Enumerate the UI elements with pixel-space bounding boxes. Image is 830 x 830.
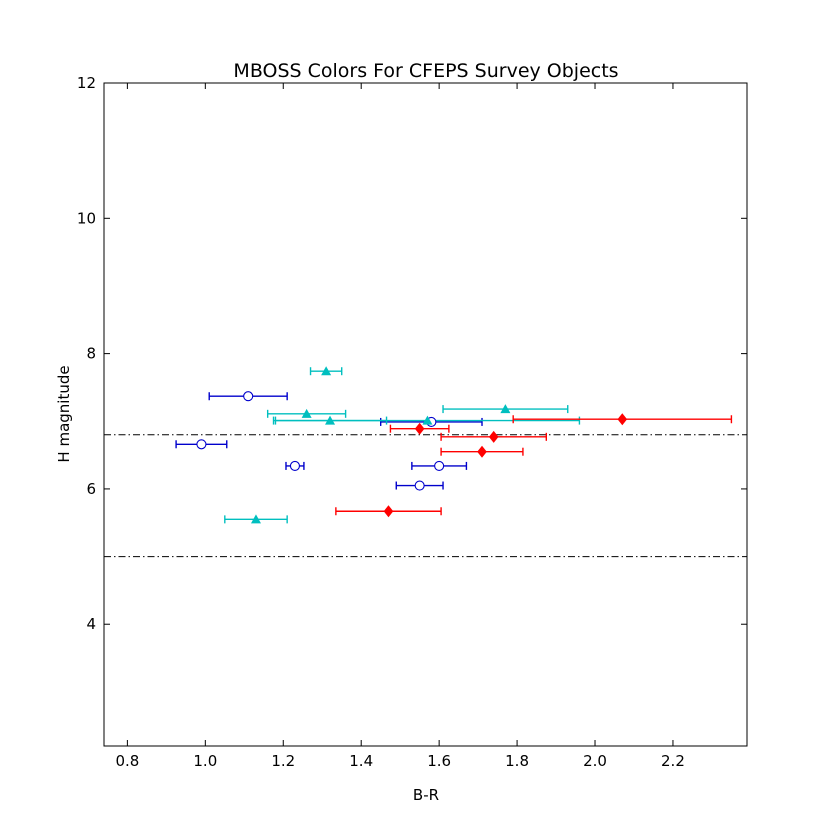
cyan-triangles-point: [301, 408, 312, 418]
blue-circles-point: [196, 439, 207, 450]
y-axis-ticks: 4 6 8 10 12: [77, 74, 747, 633]
red-diamonds-point: [488, 430, 499, 443]
x-axis-label: B-R: [413, 786, 439, 804]
x-tick-label: 1.0: [193, 752, 217, 770]
cyan-triangles-point: [422, 415, 433, 425]
x-tick-label: 1.6: [427, 752, 451, 770]
data-markers: [196, 366, 628, 524]
y-tick-label: 10: [77, 209, 96, 227]
red-diamonds-point: [414, 422, 425, 435]
red-diamonds-point: [617, 413, 628, 426]
blue-circles-point: [414, 480, 425, 491]
reference-lines: [104, 434, 747, 558]
cyan-triangles-point: [250, 514, 261, 524]
x-tick-label: 2.0: [583, 752, 607, 770]
y-tick-label: 12: [77, 74, 96, 92]
x-axis-ticks: 0.8 1.0 1.2 1.4 1.6 1.8 2.0 2.2: [115, 83, 685, 770]
red-diamonds-point: [383, 505, 394, 518]
cyan-triangles-point: [500, 404, 511, 414]
cyan-triangles-point: [325, 415, 336, 425]
blue-circles-point: [289, 460, 301, 471]
blue-circles-point: [434, 460, 445, 471]
y-tick-label: 6: [86, 480, 96, 498]
red-diamonds-point: [477, 445, 487, 458]
blue-circles-point: [243, 391, 254, 402]
error-bars: [175, 367, 733, 524]
chart-title: MBOSS Colors For CFEPS Survey Objects: [233, 60, 618, 82]
x-tick-label: 1.4: [349, 752, 373, 770]
y-tick-label: 8: [86, 345, 96, 363]
x-tick-label: 1.8: [505, 752, 529, 770]
plot-frame: [103, 82, 748, 747]
y-axis-label: H magnitude: [55, 365, 73, 462]
y-tick-label: 4: [86, 615, 96, 633]
x-tick-label: 2.2: [661, 752, 685, 770]
x-tick-label: 0.8: [115, 752, 139, 770]
x-tick-label: 1.2: [271, 752, 295, 770]
cyan-triangles-point: [321, 366, 332, 376]
